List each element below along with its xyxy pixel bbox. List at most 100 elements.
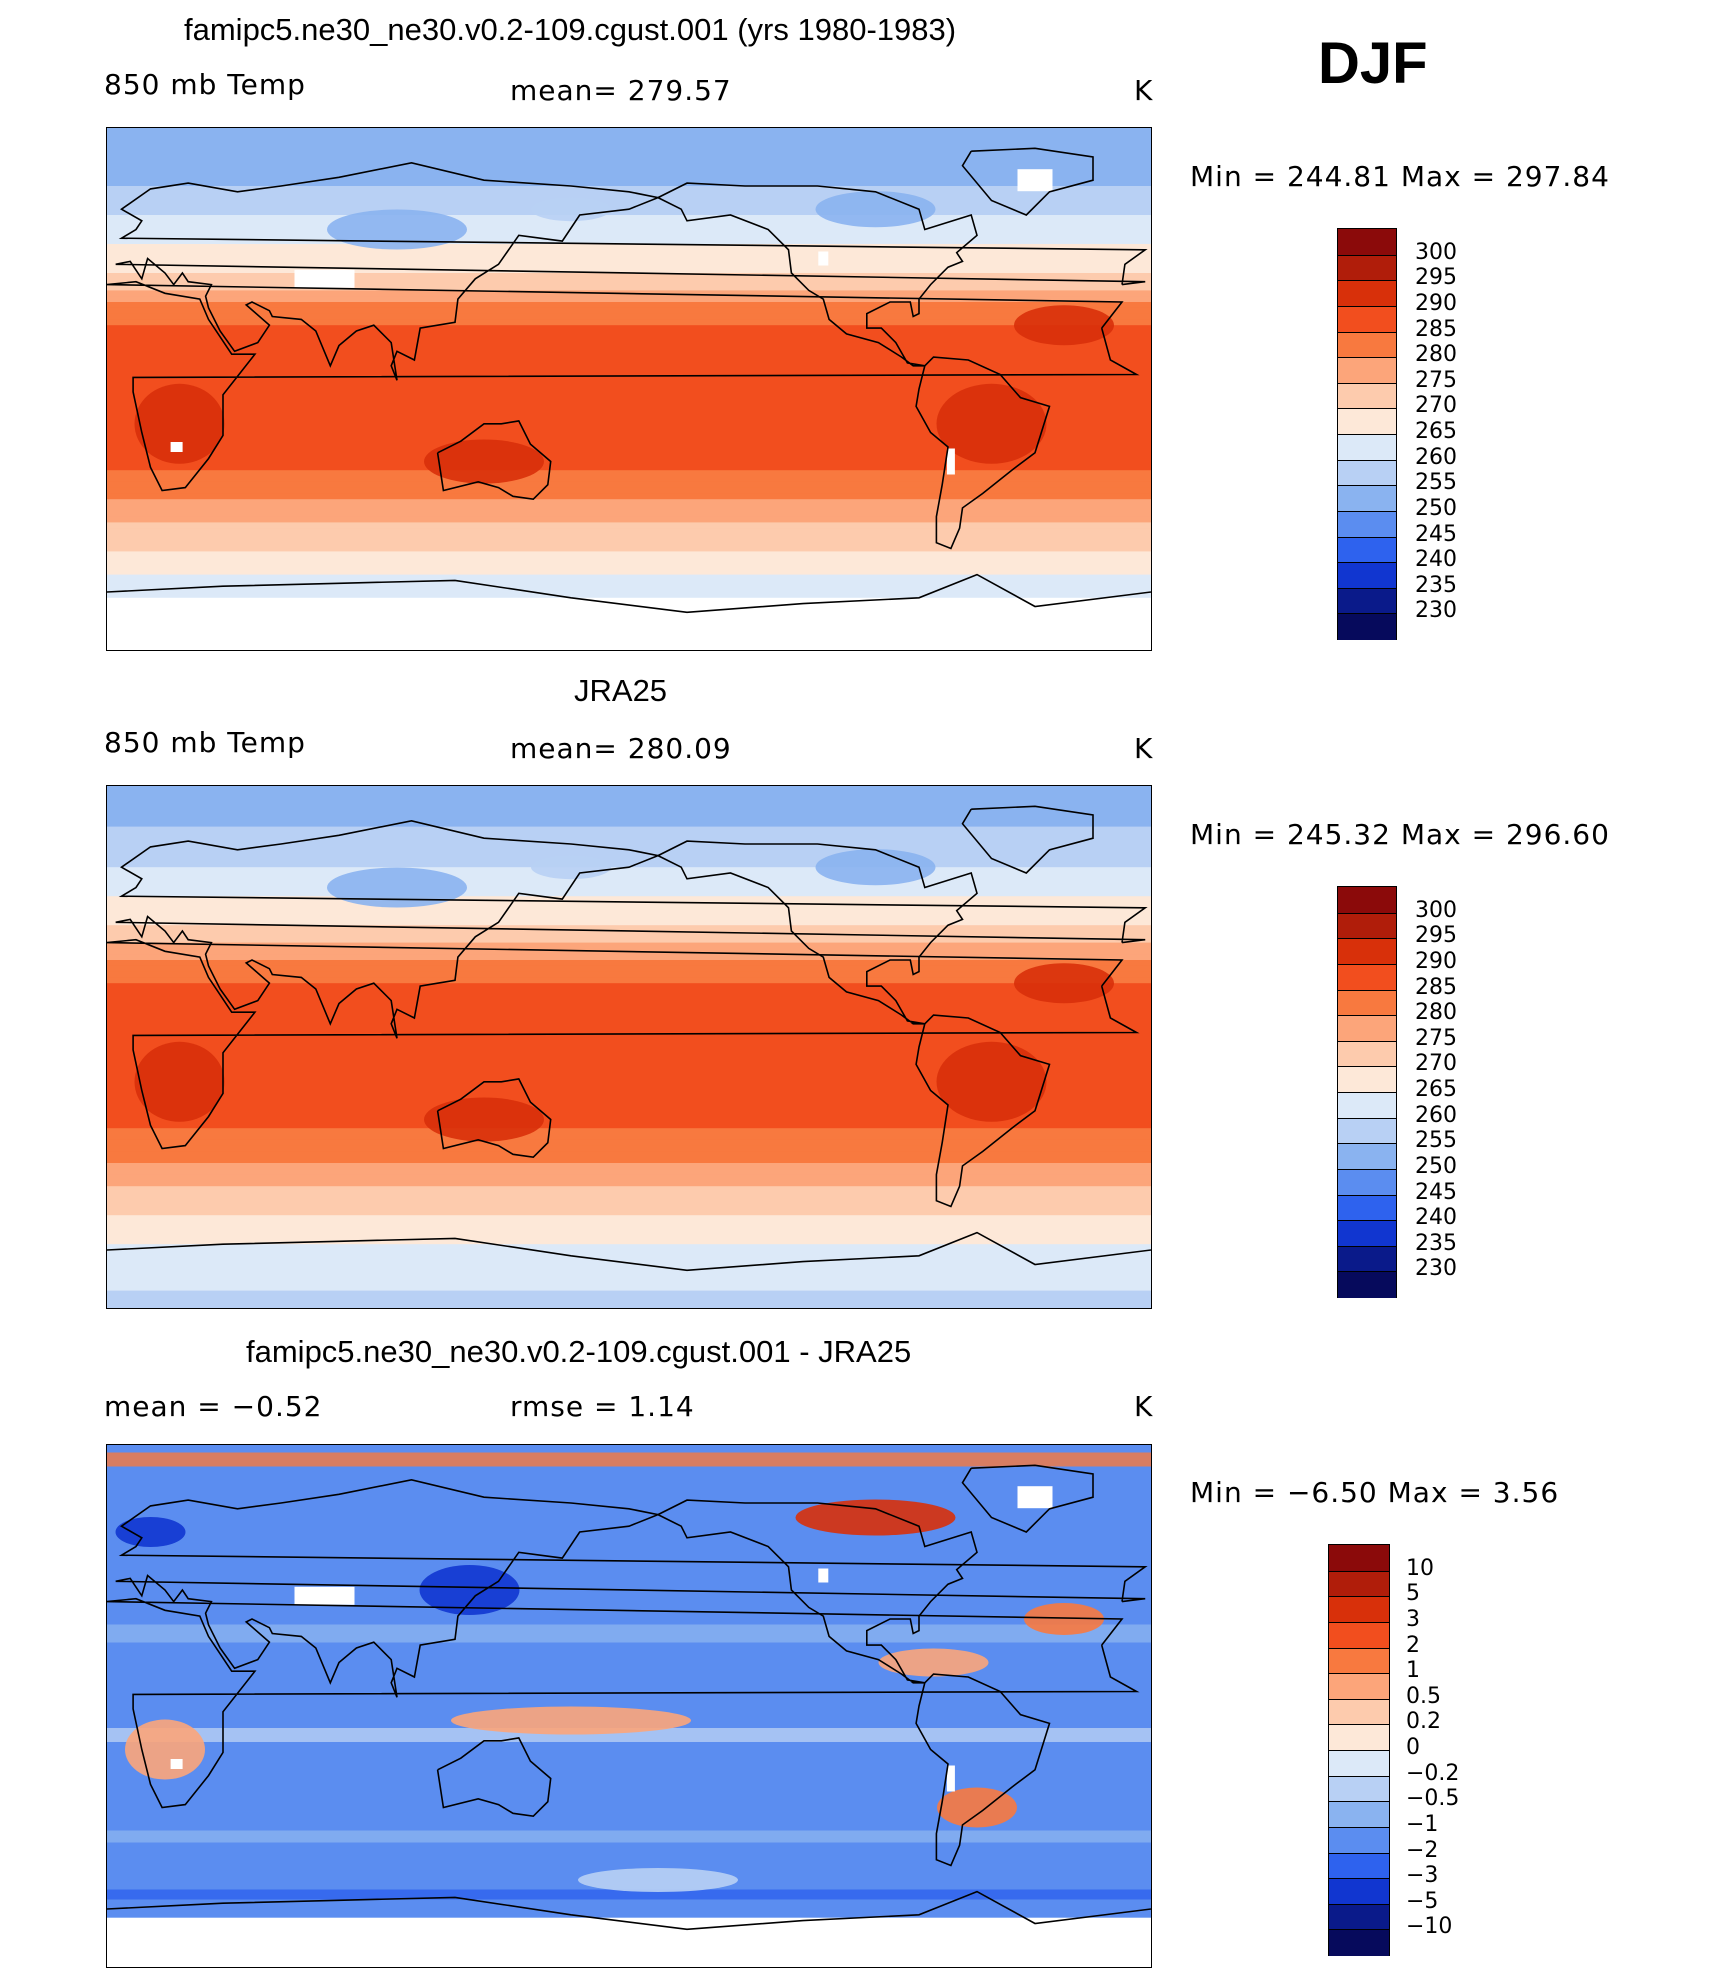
colorbar-swatch — [1329, 1673, 1389, 1700]
panel1-variable-label: 850 mb Temp — [104, 68, 306, 101]
colorbar-tick-label: −0.2 — [1406, 1760, 1460, 1786]
temperature-band — [107, 1012, 1151, 1019]
temperature-band — [107, 336, 1151, 344]
temperature-band — [107, 418, 1151, 425]
map-field — [107, 786, 1151, 1308]
missing-data-patch — [946, 1765, 955, 1792]
temperature-band — [107, 423, 1151, 431]
temperature-band — [107, 232, 1151, 239]
temperature-band — [107, 1110, 1151, 1118]
panel3-mean-label: mean = −0.52 — [104, 1390, 323, 1423]
temperature-band — [107, 1215, 1151, 1222]
temperature-anomaly-region — [134, 383, 225, 464]
difference-region — [115, 1517, 186, 1547]
colorbar-swatch — [1338, 1143, 1396, 1170]
colorbar-tick-label: 295 — [1415, 265, 1457, 291]
colorbar-tick-label: 3 — [1406, 1606, 1420, 1632]
difference-region — [878, 1648, 989, 1677]
temperature-band — [107, 1041, 1151, 1048]
temperature-band — [107, 1145, 1151, 1152]
temperature-band — [107, 1157, 1151, 1164]
colorbar-tick-label: 245 — [1415, 521, 1457, 547]
temperature-band — [107, 1093, 1151, 1100]
temperature-band — [107, 1279, 1151, 1286]
temperature-band — [107, 522, 1151, 529]
temperature-band — [107, 481, 1151, 489]
coastline — [436, 1737, 552, 1818]
temperature-band — [107, 186, 1151, 193]
temperature-band — [107, 452, 1151, 460]
temperature-band — [107, 1000, 1151, 1007]
temperature-band — [107, 890, 1151, 897]
temperature-band — [107, 168, 1151, 175]
temperature-band — [107, 1128, 1151, 1135]
temperature-band — [107, 942, 1151, 949]
colorbar-tick-label: 300 — [1415, 897, 1457, 923]
panel2-variable-label: 850 mb Temp — [104, 726, 306, 759]
colorbar-swatch — [1338, 1168, 1396, 1196]
missing-data-patch — [294, 269, 355, 288]
temperature-band — [107, 1238, 1151, 1245]
temperature-band — [107, 1070, 1151, 1077]
temperature-band — [107, 128, 1151, 135]
panel2-mean-label: mean= 280.09 — [510, 732, 732, 765]
temperature-band — [107, 838, 1151, 845]
colorbar-swatch — [1338, 1040, 1396, 1068]
temperature-band — [107, 902, 1151, 909]
coastline — [657, 840, 978, 1025]
temperature-band — [107, 867, 1151, 874]
temperature-band — [107, 365, 1151, 373]
temperature-band — [107, 1296, 1151, 1303]
temperature-band — [107, 977, 1151, 984]
temperature-band — [107, 989, 1151, 996]
temperature-band — [107, 965, 1151, 973]
temperature-band — [107, 1122, 1151, 1129]
colorbar-tick-label: 2 — [1406, 1632, 1420, 1658]
missing-data-patch — [294, 1586, 355, 1605]
panel1-title: famipc5.ne30_ne30.v0.2-109.cgust.001 (yr… — [184, 12, 957, 47]
coastline — [961, 147, 1094, 216]
colorbar-tick-label: 240 — [1415, 1205, 1457, 1231]
colorbar-tick-label: 260 — [1415, 1102, 1457, 1128]
panel2-title: JRA25 — [574, 673, 668, 708]
temperature-band — [107, 284, 1151, 291]
temperature-band — [107, 786, 1151, 793]
temperature-band — [107, 1064, 1151, 1071]
temperature-band — [107, 574, 1151, 581]
temperature-band — [107, 464, 1151, 471]
colorbar-swatch — [1338, 1092, 1396, 1119]
panel3-rmse-label: rmse = 1.14 — [510, 1390, 695, 1423]
temperature-band — [107, 820, 1151, 828]
temperature-band — [107, 791, 1151, 799]
temperature-band — [107, 826, 1151, 833]
temperature-band — [107, 586, 1151, 593]
colorbar-swatch — [1338, 912, 1396, 940]
temperature-band — [107, 563, 1151, 570]
temperature-band — [107, 139, 1151, 146]
temperature-band — [107, 849, 1151, 857]
coastline — [915, 1014, 1051, 1208]
colorbar-tick-label: −2 — [1406, 1837, 1439, 1863]
temperature-band — [107, 994, 1151, 1002]
temperature-band — [107, 1087, 1151, 1094]
colorbar-tick-label: 5 — [1406, 1581, 1420, 1607]
temperature-band — [107, 226, 1151, 233]
colorbar-swatch — [1338, 459, 1396, 487]
temperature-band — [107, 931, 1151, 938]
coastline — [657, 1499, 978, 1684]
panel1-minmax: Min = 244.81 Max = 297.84 — [1190, 160, 1610, 193]
colorbar-tick-label: 270 — [1415, 1051, 1457, 1077]
temperature-band — [107, 470, 1151, 477]
temperature-band — [107, 1081, 1151, 1089]
temperature-band — [107, 261, 1151, 268]
colorbar-tick-label: 245 — [1415, 1179, 1457, 1205]
temperature-anomaly-region — [1014, 963, 1114, 1004]
temperature-band — [107, 884, 1151, 891]
temperature-band — [107, 815, 1151, 822]
difference-region — [937, 1787, 1017, 1828]
panel1-units-label: K — [1134, 74, 1154, 107]
temperature-band — [107, 325, 1151, 332]
colorbar-tick-label: 290 — [1415, 948, 1457, 974]
colorbar-swatch — [1338, 485, 1396, 512]
temperature-anomaly-region — [327, 867, 467, 908]
